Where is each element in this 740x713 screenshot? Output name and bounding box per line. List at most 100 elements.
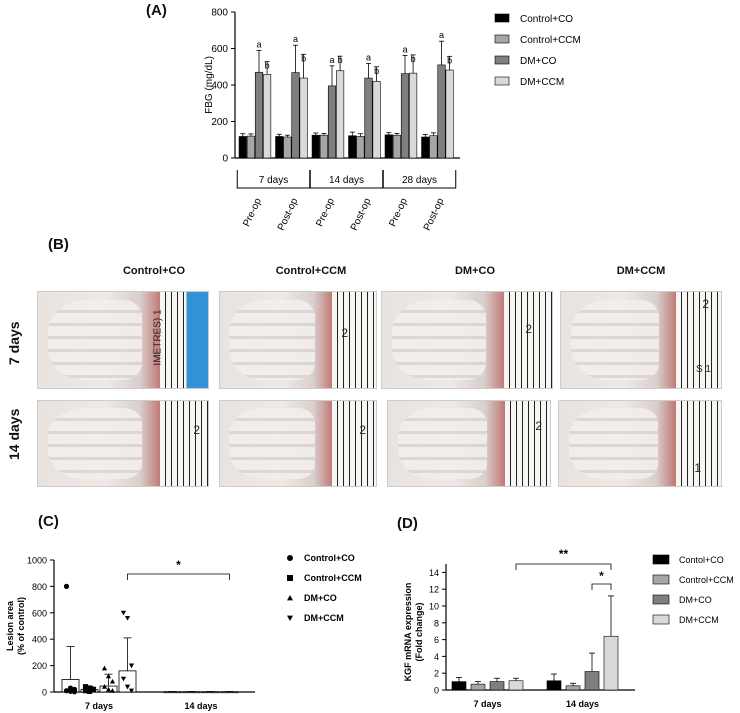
bar bbox=[246, 135, 255, 159]
bar bbox=[451, 681, 467, 691]
panel-label-d: (D) bbox=[397, 515, 418, 532]
x-tick-label: 14 days bbox=[184, 701, 217, 711]
ruler-mark: 1 bbox=[694, 461, 701, 475]
row-header-14-days: 14 days bbox=[6, 408, 22, 460]
legend-label: Contol+CO bbox=[679, 555, 724, 565]
significance-letter: a bbox=[402, 44, 407, 54]
data-point bbox=[101, 684, 108, 689]
significance-bracket bbox=[127, 573, 230, 580]
column-header-dm-co: DM+CO bbox=[454, 265, 496, 277]
group-label: 7 days bbox=[259, 175, 288, 186]
y-tick-label: 400 bbox=[32, 635, 47, 645]
bar bbox=[263, 74, 272, 159]
legend-label: DM+CO bbox=[679, 595, 712, 605]
bar bbox=[238, 136, 247, 159]
panel-label-b: (B) bbox=[48, 236, 69, 253]
ruler-text: S 1 bbox=[695, 364, 711, 375]
significance-letter: a bbox=[366, 52, 371, 62]
significance-letter: a bbox=[439, 30, 444, 40]
chart-d-kgf-expression: 0 2 4 6 8 10 12 14 KGF mRNA expression (Fold chan… bbox=[403, 547, 734, 709]
y-axis-label: Lesion area bbox=[5, 600, 15, 651]
data-point bbox=[105, 686, 112, 692]
bar bbox=[336, 70, 345, 159]
bar bbox=[489, 681, 505, 691]
y-tick-label: 400 bbox=[211, 81, 228, 92]
legend-label: DM+CO bbox=[520, 56, 557, 67]
bar bbox=[311, 134, 320, 159]
legend-label: Control+CCM bbox=[520, 35, 581, 46]
bar bbox=[429, 135, 438, 159]
legend-swatch bbox=[652, 554, 670, 565]
y-tick-label: 800 bbox=[211, 8, 228, 19]
photo-7d-control-ccm: 2 bbox=[219, 291, 377, 389]
bar bbox=[182, 691, 201, 694]
data-point bbox=[67, 688, 74, 694]
ruler-mark: 2 bbox=[193, 423, 200, 437]
bar bbox=[421, 136, 430, 159]
significance-letter: a bbox=[293, 34, 298, 44]
significance-letter: b bbox=[374, 66, 379, 76]
photo-14d-dm-ccm: 1 bbox=[558, 400, 722, 487]
photo-7d-control-co: IMETRES) 1 bbox=[37, 291, 209, 389]
data-point bbox=[109, 678, 116, 684]
x-tick-label: 7 days bbox=[473, 699, 501, 709]
y-tick-label: 12 bbox=[429, 585, 439, 595]
bar bbox=[392, 134, 401, 159]
bar bbox=[201, 691, 220, 694]
data-point bbox=[63, 688, 70, 694]
data-point bbox=[105, 673, 112, 679]
data-point bbox=[82, 684, 89, 690]
photo-14d-dm-co: 2 bbox=[387, 400, 551, 487]
y-tick-label: 8 bbox=[434, 618, 439, 628]
y-tick-label: 800 bbox=[32, 582, 47, 592]
bar bbox=[470, 683, 486, 691]
bar bbox=[319, 134, 328, 159]
significance-label: * bbox=[599, 569, 604, 583]
data-point bbox=[287, 615, 293, 621]
photo-7d-dm-co: 2 bbox=[381, 291, 553, 389]
bar bbox=[400, 73, 410, 159]
bar bbox=[275, 136, 284, 159]
data-point bbox=[63, 583, 70, 589]
data-point bbox=[90, 686, 97, 692]
legend-label: DM+CCM bbox=[520, 77, 564, 88]
legend-label: Control+CCM bbox=[304, 573, 362, 583]
data-point bbox=[124, 684, 131, 690]
significance-letter: b bbox=[265, 61, 270, 71]
legend-label: DM+CO bbox=[304, 593, 337, 603]
data-point bbox=[86, 685, 93, 691]
bar bbox=[163, 691, 182, 694]
ruler-mark: 2 bbox=[525, 322, 532, 336]
ruler-mark: 2 bbox=[702, 297, 709, 311]
x-tick-label: 7 days bbox=[85, 701, 113, 711]
bar bbox=[299, 77, 308, 159]
ruler-mark: 2 bbox=[341, 326, 348, 340]
bar bbox=[283, 136, 292, 159]
y-tick-label: 10 bbox=[429, 602, 439, 612]
bar bbox=[445, 69, 454, 159]
ruler-mark: 2 bbox=[535, 419, 542, 433]
group-label: 28 days bbox=[402, 175, 437, 186]
data-point bbox=[128, 663, 135, 669]
bar bbox=[437, 64, 446, 159]
bar bbox=[372, 81, 381, 159]
y-tick-label: 200 bbox=[32, 661, 47, 671]
panel-label-a: (A) bbox=[146, 2, 167, 19]
x-tick-label: Post-op bbox=[276, 196, 301, 232]
column-header-dm-ccm: DM+CCM bbox=[616, 265, 666, 277]
legend-swatch bbox=[652, 594, 670, 605]
bar bbox=[565, 685, 581, 691]
y-axis-label: (% of control) bbox=[16, 597, 26, 655]
legend-label: Control+CCM bbox=[679, 575, 734, 585]
legend-swatch bbox=[652, 574, 670, 585]
bar bbox=[327, 85, 337, 159]
y-tick-label: 600 bbox=[32, 608, 47, 618]
bar bbox=[384, 134, 393, 159]
significance-letter: a bbox=[256, 39, 261, 49]
chart-c-lesion-area: 0 200 400 600 800 1000 Lesion area (% of contro… bbox=[5, 553, 362, 711]
bar bbox=[356, 136, 365, 159]
significance-bracket bbox=[591, 583, 612, 590]
significance-letter: b bbox=[447, 55, 452, 65]
y-tick-label: 2 bbox=[434, 669, 439, 679]
